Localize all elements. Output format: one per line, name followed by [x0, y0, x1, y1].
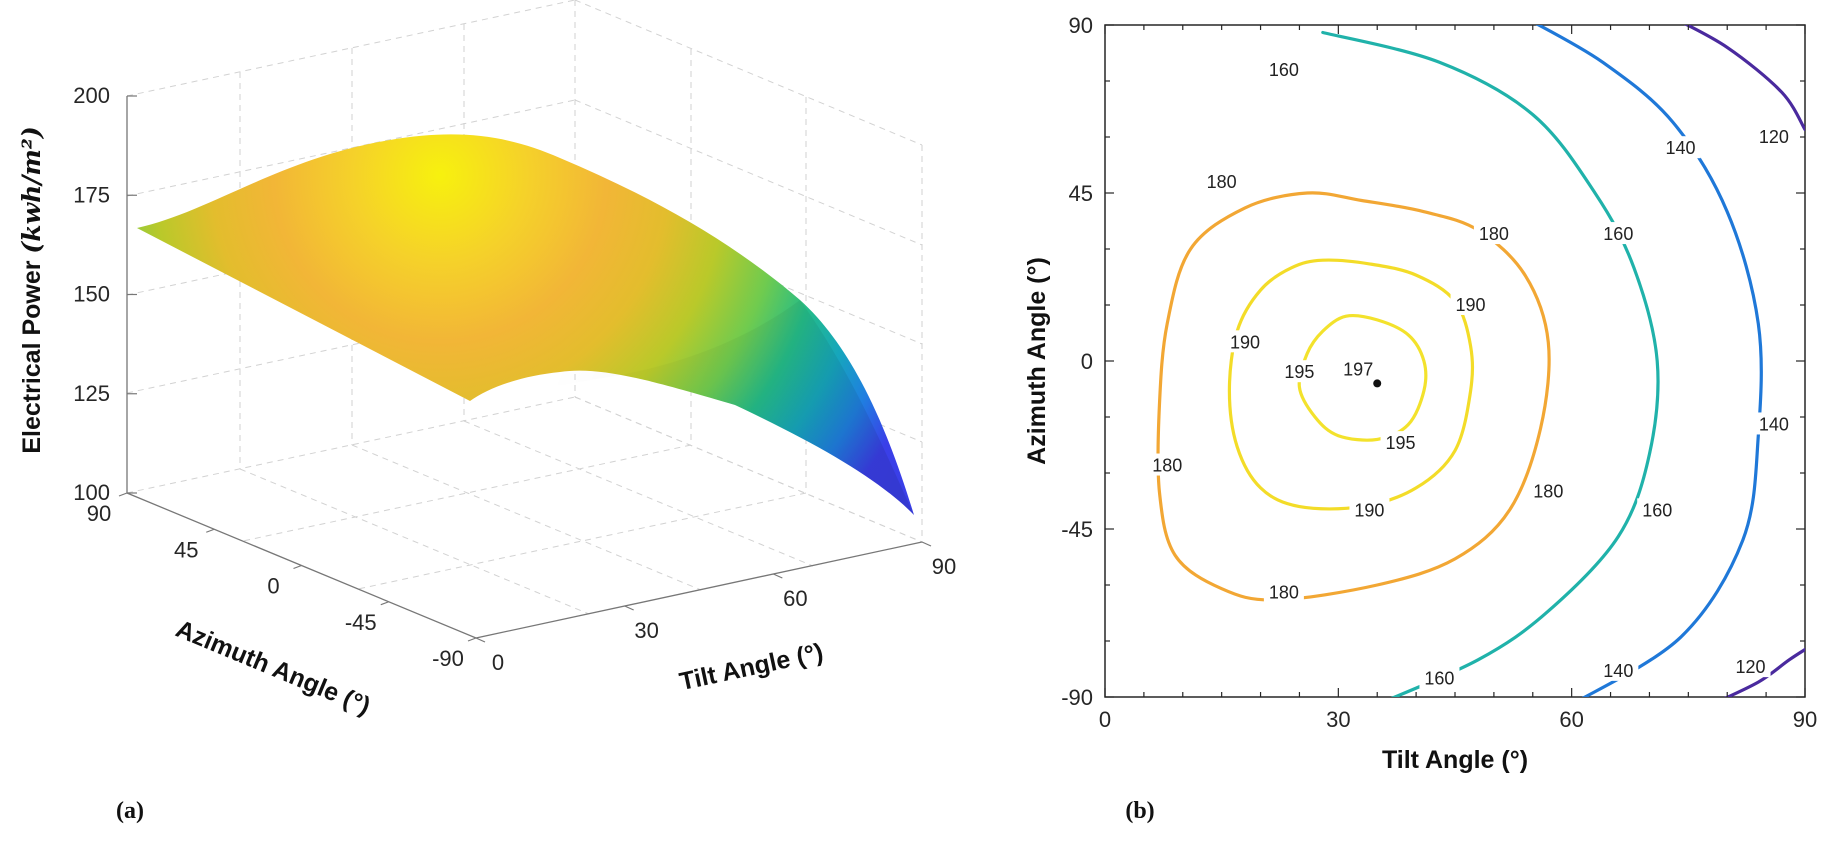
contour-label-bg [1349, 498, 1390, 521]
tilt-tick [921, 541, 932, 547]
tilt-tick-label: 60 [1559, 707, 1583, 732]
peak-label: 197 [1343, 359, 1373, 379]
contour-label-bg [1263, 580, 1304, 603]
contour-label-bg [1263, 57, 1304, 80]
z-axis-label: Electrical Power (kwh/m²) [17, 126, 46, 453]
panel-label-b: (b) [1125, 798, 1154, 824]
contour-label: 190 [1456, 295, 1486, 315]
contour-label-bg [1753, 125, 1794, 147]
azimuth-tick-label-3d: -45 [345, 610, 377, 635]
contour-label-bg [1279, 360, 1320, 383]
contour-140 [1535, 25, 1763, 697]
tilt-tick-label-3d: 30 [634, 618, 658, 643]
contour-label: 190 [1354, 500, 1384, 520]
contour-label-bg [1201, 169, 1242, 192]
azimuth-tick-label: 90 [1069, 13, 1093, 38]
contour-label: 160 [1642, 500, 1672, 520]
tilt-tick-label-3d: 90 [932, 554, 956, 579]
contour-120 [1683, 25, 1805, 132]
azimuth-tick-label: 45 [1069, 181, 1093, 206]
z-tick-label: 125 [73, 381, 110, 406]
tilt-tick-label-3d: 0 [492, 650, 504, 675]
azimuth-axis-label: Azimuth Angle (°) [1023, 257, 1051, 465]
azimuth-tick-label: -90 [1061, 685, 1093, 710]
contour-ticks: 0 30 60 90 90 45 0 -45 -90 [1061, 13, 1817, 732]
contour-label-bg [1753, 412, 1794, 435]
contour-label-bg [1225, 330, 1265, 353]
contour-label: 160 [1603, 224, 1633, 244]
contour-label: 180 [1269, 582, 1299, 602]
contour-label-bg [1147, 453, 1188, 476]
peak-point [1373, 379, 1382, 388]
contour-label-bg [1598, 658, 1639, 681]
peak-marker: 197 [1343, 359, 1382, 388]
tilt-tick-label: 0 [1099, 707, 1111, 732]
contour-120 [1724, 647, 1805, 697]
contour-label-bg [1473, 222, 1514, 245]
tilt-tick [624, 605, 634, 611]
azimuth-tick [380, 601, 389, 606]
contour-label: 140 [1759, 414, 1789, 434]
azimuth-tick [118, 492, 128, 497]
azimuth-tick [293, 564, 302, 570]
contour-label-bg [1660, 136, 1701, 159]
contour-label-bg [1419, 666, 1460, 689]
contour-label: 140 [1603, 661, 1633, 681]
surface-shading [470, 300, 914, 515]
contour-label: 180 [1533, 482, 1563, 502]
contour-label: 195 [1386, 433, 1416, 453]
azimuth-tick-label-3d: 45 [174, 537, 198, 562]
contour-label: 120 [1736, 657, 1766, 677]
tilt-tick [773, 573, 783, 579]
tilt-tick [475, 637, 486, 643]
contour-label-bg [1730, 655, 1771, 678]
contour-label: 160 [1424, 668, 1454, 688]
contour-label: 195 [1284, 362, 1314, 382]
contour-label-bg [1528, 479, 1569, 502]
contour-label: 120 [1759, 127, 1789, 147]
contour-195 [1297, 313, 1428, 442]
contour-label-bg [1450, 293, 1491, 315]
azimuth-tick [467, 637, 477, 642]
tilt-tick-label: 30 [1326, 707, 1350, 732]
3d-tick-labels: 100 125 150 175 200 90 45 0 -45 -90 0 30 60 90 [73, 83, 956, 675]
z-tick-label: 200 [73, 83, 110, 108]
contour-label: 180 [1479, 224, 1509, 244]
contour-label: 160 [1269, 60, 1299, 80]
azimuth-tick-label: -45 [1061, 517, 1093, 542]
contour-160 [1321, 30, 1660, 697]
contour-label: 140 [1666, 138, 1696, 158]
contour-plot-frame [1104, 24, 1806, 698]
contour-plot: 160 160 160 160 140 140 140 120 120 180 180 180 180 1… [1023, 13, 1817, 824]
tilt-tick-label-3d: 60 [783, 586, 807, 611]
contour-label-bg [1380, 431, 1421, 454]
azimuth-tick-label-3d: -90 [432, 646, 464, 671]
surface-plot: 100 125 150 175 200 90 45 0 -45 -90 0 30 60 90 Electr… [17, 0, 956, 824]
z-tick-label: 175 [73, 182, 110, 207]
contour-labels: 160 160 160 160 140 140 140 120 120 180 180 180 180 1… [1147, 57, 1794, 689]
azimuth-tick-label: 0 [1081, 349, 1093, 374]
azimuth-tick-label-3d: 0 [267, 574, 279, 599]
contour-label-bg [1637, 498, 1678, 521]
tilt-axis-label-3d: Tilt Angle (°) [677, 638, 826, 696]
z-tick-label: 150 [73, 282, 110, 307]
z-tick-label: 100 [73, 480, 110, 505]
contour-label: 180 [1152, 456, 1182, 476]
azimuth-tick-label-3d: 90 [87, 501, 111, 526]
contour-label: 190 [1230, 332, 1260, 352]
tilt-tick-label: 90 [1793, 707, 1817, 732]
panel-label-a: (a) [116, 798, 144, 824]
contour-label: 180 [1207, 172, 1237, 192]
power-surface [137, 134, 914, 515]
tilt-axis-label: Tilt Angle (°) [1382, 746, 1528, 774]
azimuth-tick [206, 528, 215, 533]
contour-label-bg [1598, 222, 1639, 245]
